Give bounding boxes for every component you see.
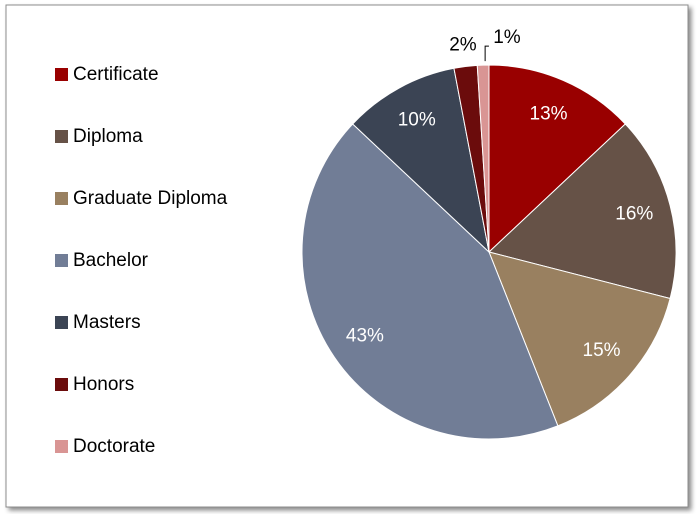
legend-swatch bbox=[55, 378, 68, 391]
legend-label: Bachelor bbox=[73, 250, 149, 271]
data-label: 10% bbox=[398, 110, 436, 131]
data-label: 2% bbox=[449, 35, 477, 56]
pie-slice bbox=[351, 67, 490, 254]
legend-swatch bbox=[55, 440, 68, 453]
legend-swatch bbox=[55, 68, 68, 81]
data-label: 16% bbox=[615, 204, 653, 225]
legend-swatch bbox=[55, 130, 68, 143]
data-label: 13% bbox=[530, 103, 568, 124]
pie-slice bbox=[301, 123, 559, 440]
data-label: 1% bbox=[493, 27, 521, 48]
pie-slice bbox=[476, 64, 490, 253]
legend-label: Graduate Diploma bbox=[73, 188, 228, 209]
legend-swatch bbox=[55, 316, 68, 329]
leader-line bbox=[484, 45, 489, 62]
pie-slice bbox=[488, 251, 671, 427]
data-label: 15% bbox=[583, 340, 621, 361]
legend-swatch bbox=[55, 192, 68, 205]
pie-slice bbox=[488, 64, 627, 254]
pie-slice bbox=[487, 123, 677, 300]
legend-label: Certificate bbox=[73, 64, 159, 85]
legend-label: Masters bbox=[73, 312, 141, 333]
legend-label: Doctorate bbox=[73, 436, 155, 457]
legend-label: Honors bbox=[73, 374, 134, 395]
data-label: 43% bbox=[346, 325, 384, 346]
legend-swatch bbox=[55, 254, 68, 267]
legend-label: Diploma bbox=[73, 126, 143, 147]
